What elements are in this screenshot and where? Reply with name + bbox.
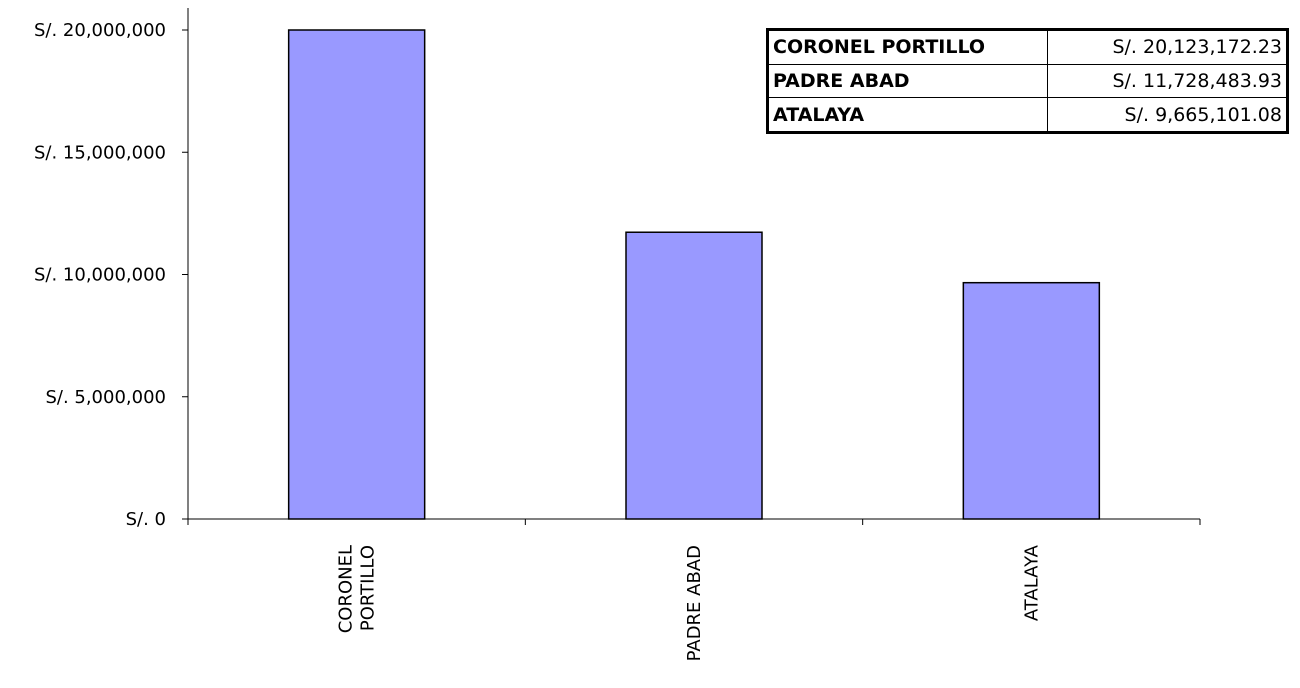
data-table-row: ATALAYA S/. 9,665,101.08 bbox=[767, 97, 1288, 133]
y-axis: S/. 0 S/. 5,000,000 S/. 10,000,000 S/. 15,0… bbox=[34, 8, 189, 530]
x-category-label: ATALAYA bbox=[1021, 544, 1042, 621]
data-table-row: CORONEL PORTILLO S/. 20,123,172.23 bbox=[767, 29, 1288, 65]
y-tick-label: S/. 10,000,000 bbox=[34, 265, 166, 286]
data-table-name: ATALAYA bbox=[767, 97, 1048, 133]
y-tick-label: S/. 5,000,000 bbox=[45, 387, 166, 408]
y-tick-label: S/. 0 bbox=[126, 509, 166, 530]
data-table-name: CORONEL PORTILLO bbox=[767, 29, 1048, 65]
data-table-value: S/. 11,728,483.93 bbox=[1047, 64, 1288, 99]
data-table-name: PADRE ABAD bbox=[767, 64, 1048, 99]
bar bbox=[962, 281, 1101, 520]
x-category-label: PADRE ABAD bbox=[684, 545, 705, 661]
x-axis: CORONEL PORTILLO PADRE ABAD ATALAYA bbox=[187, 518, 1201, 661]
x-category-label: CORONEL bbox=[336, 545, 357, 633]
bar bbox=[287, 29, 426, 520]
y-tick-label: S/. 20,000,000 bbox=[34, 20, 166, 41]
y-tick-label: S/. 15,000,000 bbox=[34, 142, 166, 163]
data-table-value: S/. 20,123,172.23 bbox=[1047, 29, 1288, 65]
x-category-label: PORTILLO bbox=[358, 545, 379, 631]
data-table-value: S/. 9,665,101.08 bbox=[1124, 103, 1282, 126]
data-table-row: PADRE ABAD S/. 11,728,483.93 bbox=[767, 64, 1288, 99]
bar bbox=[625, 231, 763, 520]
data-table: CORONEL PORTILLO S/. 20,123,172.23 PADRE… bbox=[766, 28, 1289, 134]
